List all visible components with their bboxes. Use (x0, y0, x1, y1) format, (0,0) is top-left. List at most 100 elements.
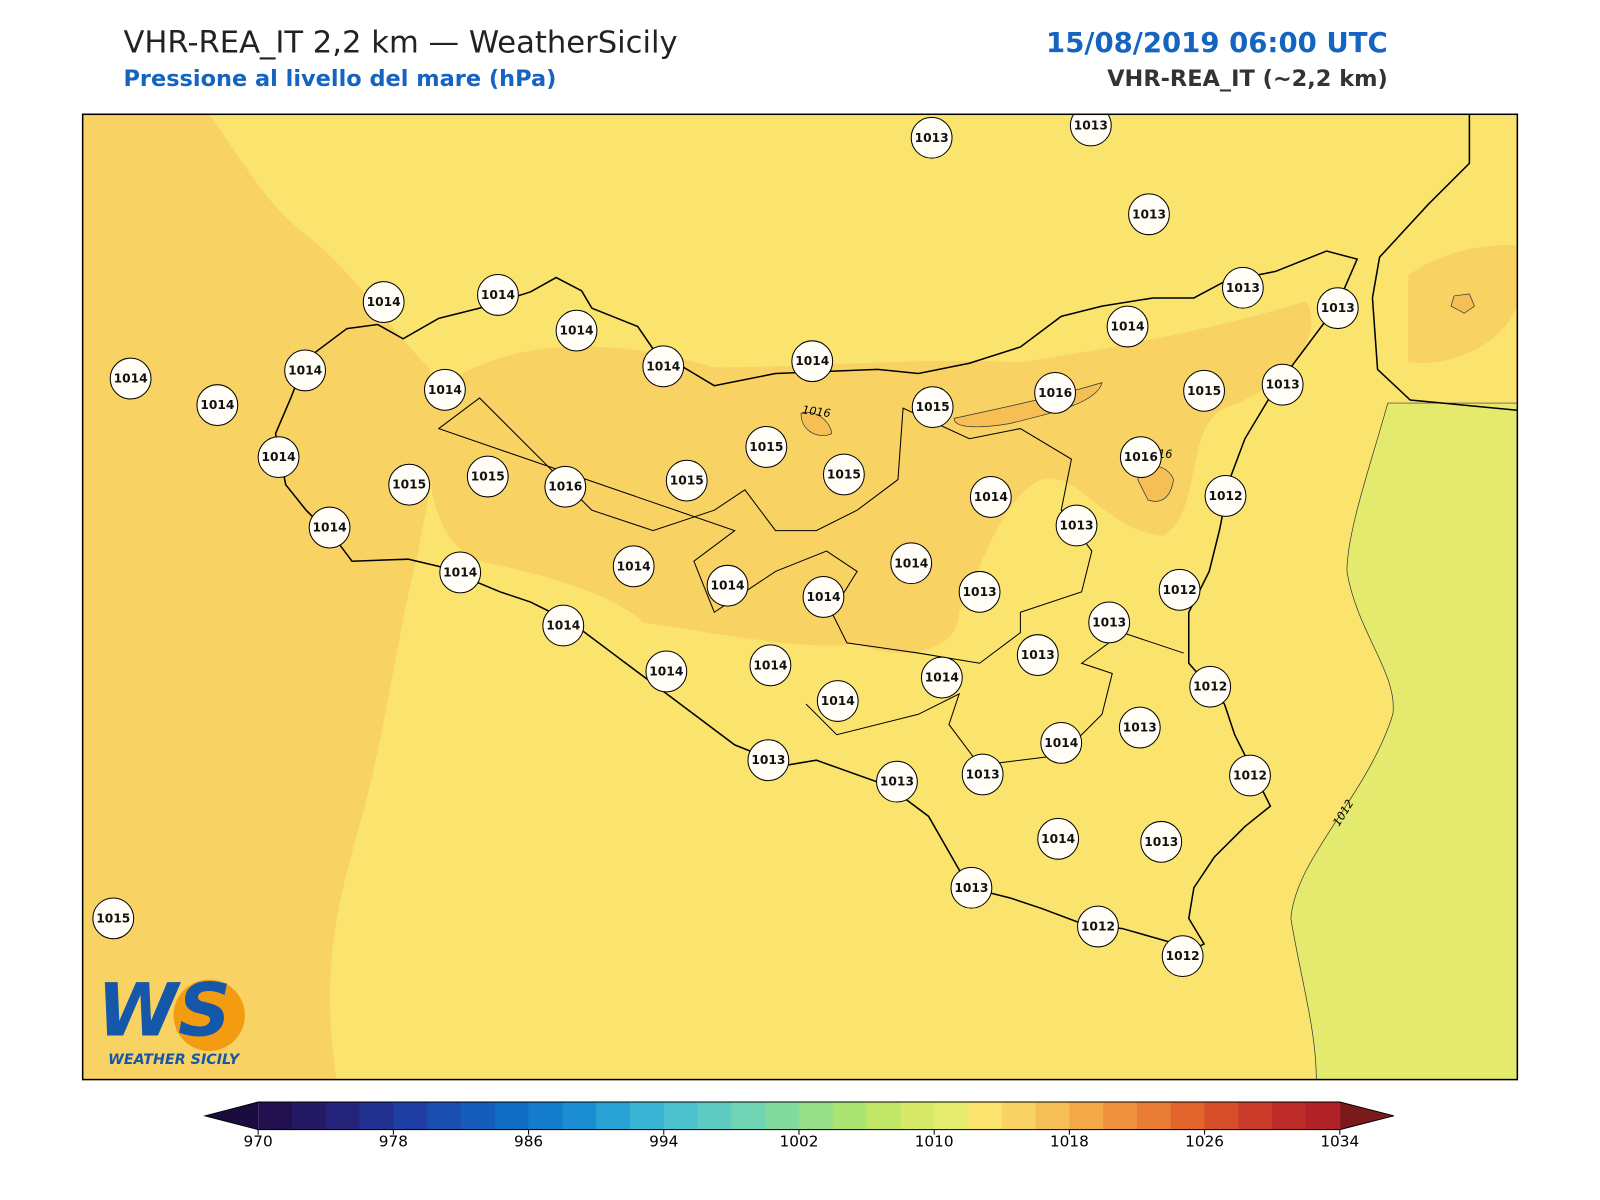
map-area: 1016 16 1012 1013 1013 1013 1014 1014 1014 101… (82, 114, 1518, 1080)
colorbar-segment (765, 1102, 800, 1130)
station-marker (958, 570, 1001, 613)
colorbar-extend (205, 1102, 259, 1130)
station-marker (423, 368, 466, 411)
colorbar-segment (427, 1102, 462, 1130)
station-marker (642, 345, 685, 388)
station-value: 1013 (1144, 835, 1178, 849)
station-value: 1015 (1187, 384, 1221, 398)
colorbar-segment (1170, 1102, 1206, 1130)
colorbar-segment (528, 1102, 563, 1130)
station-marker (1161, 935, 1204, 978)
station-marker (802, 576, 845, 618)
station-value: 1014 (795, 354, 829, 368)
colorbar-segment (731, 1102, 766, 1130)
station-marker (284, 349, 327, 392)
station-marker (439, 551, 482, 594)
field-core (800, 293, 1475, 502)
colorbar-segment (1272, 1102, 1307, 1130)
station-marker (920, 656, 963, 699)
station-marker (1118, 706, 1161, 749)
station-value: 1013 (751, 753, 785, 767)
station-value: 1013 (1321, 301, 1355, 315)
station-marker (706, 564, 749, 607)
station-marker (816, 680, 859, 722)
colorbar-tick-label: 1002 (780, 1132, 819, 1150)
station-marker (1316, 287, 1359, 330)
colorbar-segment (291, 1102, 327, 1130)
colorbar-segment (596, 1102, 631, 1130)
station-marker (92, 897, 135, 940)
field-low (1290, 402, 1518, 1080)
station-marker (1040, 721, 1083, 764)
colorbar-tick-label: 986 (514, 1132, 543, 1150)
colorbar-segment (967, 1102, 1003, 1130)
colorbar-segment (1035, 1102, 1070, 1130)
station-marker (1016, 634, 1059, 677)
station-value: 1012 (1208, 489, 1242, 503)
station-marker (1069, 114, 1112, 147)
station-marker (645, 650, 688, 693)
station-marker (544, 465, 587, 508)
station-value: 1014 (1111, 320, 1145, 334)
station-value: 1014 (711, 579, 745, 593)
station-marker (1183, 369, 1225, 412)
station-value: 1015 (916, 400, 950, 414)
station-value: 1012 (1163, 583, 1197, 597)
station-marker (1055, 504, 1098, 547)
station-value: 1014 (367, 295, 401, 309)
contour-label: 1016 (801, 403, 831, 420)
station-value: 1014 (443, 565, 477, 579)
station-marker (1261, 363, 1304, 406)
colorbar-segment (866, 1102, 901, 1130)
station-marker (749, 644, 792, 687)
station-value: 1012 (1081, 920, 1115, 934)
colorbar-segment (697, 1102, 732, 1130)
coastline (274, 250, 1359, 950)
station-value: 1012 (1166, 949, 1200, 963)
colorbar-tick-label: 978 (379, 1132, 408, 1150)
station-value: 1015 (392, 478, 426, 492)
station-value: 1014 (649, 664, 683, 678)
station-marker (555, 309, 598, 352)
colorbar-tick-label: 1018 (1050, 1132, 1089, 1150)
station-value: 1014 (974, 490, 1008, 504)
colorbar-segment (1204, 1102, 1239, 1130)
colorbar-segment (1238, 1102, 1273, 1130)
colorbar-segment (494, 1102, 530, 1130)
contour-label: 16 (1158, 448, 1172, 461)
station-value: 1013 (963, 585, 997, 599)
station-value: 1014 (925, 671, 959, 685)
province-border (437, 397, 1184, 766)
station-value: 1013 (1074, 119, 1108, 133)
colorbar: 970 978 986 994 1002 1010 1018 1026 1034 (203, 1101, 1395, 1150)
logo-mark: WS (97, 968, 231, 1053)
colorbar-tick-label: 1034 (1320, 1132, 1359, 1150)
station-value: 1013 (966, 767, 1000, 781)
station-marker (1037, 817, 1080, 860)
station-marker (308, 506, 351, 549)
station-marker (747, 739, 790, 782)
colorbar-segment (900, 1102, 935, 1130)
station-value: 1014 (114, 372, 148, 386)
station-marker (822, 453, 865, 496)
station-value: 1014 (200, 398, 234, 412)
station-marker (477, 273, 519, 316)
station-marker (196, 384, 239, 427)
station-value: 1014 (646, 359, 680, 373)
datetime: 15/08/2019 06:00 UTC (1046, 27, 1388, 59)
station-value: 1013 (1021, 648, 1055, 662)
colorbar-segment (258, 1102, 293, 1130)
station-value: 1015 (827, 467, 861, 481)
station-value: 1013 (1059, 519, 1093, 533)
logo-name: WEATHER SICILY (108, 1052, 241, 1068)
station-value: 1014 (617, 559, 651, 573)
station-value: 1014 (1044, 736, 1078, 750)
station-value: 1014 (313, 521, 347, 535)
station-marker (1204, 475, 1247, 517)
colorbar-tick-label: 1010 (915, 1132, 954, 1150)
station-marker (665, 459, 708, 502)
station-value: 1016 (548, 480, 582, 494)
station-marker (1189, 665, 1232, 708)
colorbar-segment (798, 1102, 834, 1130)
